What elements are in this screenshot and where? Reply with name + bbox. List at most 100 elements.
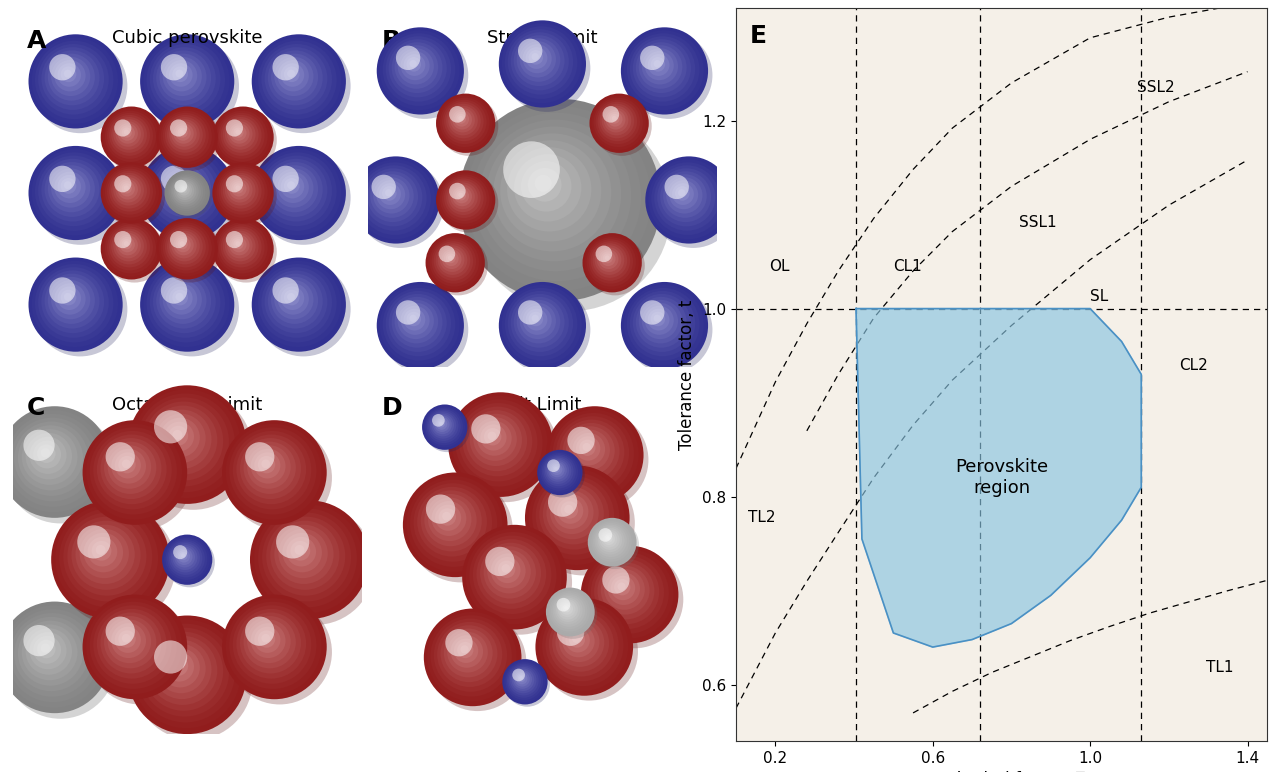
Circle shape: [532, 472, 620, 560]
Circle shape: [566, 426, 614, 475]
Circle shape: [547, 459, 559, 472]
Circle shape: [376, 180, 406, 209]
Circle shape: [484, 547, 536, 598]
Circle shape: [444, 252, 458, 266]
Circle shape: [166, 172, 207, 213]
Circle shape: [599, 249, 618, 269]
Circle shape: [169, 656, 188, 676]
Circle shape: [273, 166, 298, 192]
Circle shape: [225, 598, 321, 694]
Circle shape: [502, 659, 548, 705]
Circle shape: [161, 110, 212, 162]
Circle shape: [154, 270, 216, 334]
Circle shape: [586, 550, 684, 648]
Circle shape: [86, 424, 182, 520]
Circle shape: [166, 173, 212, 218]
Circle shape: [156, 50, 211, 105]
Circle shape: [654, 165, 719, 231]
Circle shape: [476, 539, 547, 609]
Circle shape: [255, 149, 342, 235]
Circle shape: [51, 168, 91, 208]
Circle shape: [82, 420, 187, 525]
Circle shape: [22, 625, 78, 680]
Circle shape: [545, 587, 595, 636]
Circle shape: [607, 537, 611, 540]
Circle shape: [442, 249, 462, 269]
Circle shape: [122, 127, 132, 137]
Circle shape: [49, 166, 76, 192]
Circle shape: [174, 180, 187, 192]
Circle shape: [119, 181, 134, 197]
Circle shape: [154, 159, 216, 222]
Circle shape: [553, 466, 561, 473]
Circle shape: [143, 38, 229, 124]
Circle shape: [146, 41, 225, 119]
Circle shape: [447, 181, 481, 215]
Circle shape: [225, 119, 256, 150]
Circle shape: [591, 96, 646, 150]
Circle shape: [114, 119, 143, 150]
Circle shape: [219, 168, 265, 215]
Circle shape: [161, 166, 187, 192]
Circle shape: [641, 48, 678, 84]
Circle shape: [244, 442, 274, 472]
Circle shape: [173, 178, 198, 205]
Circle shape: [252, 146, 346, 240]
Circle shape: [654, 60, 660, 67]
Circle shape: [77, 525, 110, 558]
Circle shape: [383, 288, 456, 361]
Circle shape: [430, 615, 512, 696]
Text: Stretch limit: Stretch limit: [488, 29, 598, 47]
Circle shape: [438, 622, 502, 687]
Circle shape: [541, 455, 576, 489]
Circle shape: [174, 180, 197, 202]
Circle shape: [663, 174, 707, 218]
Circle shape: [529, 469, 625, 565]
Circle shape: [584, 549, 673, 638]
Circle shape: [223, 594, 326, 699]
Circle shape: [632, 294, 691, 352]
Circle shape: [428, 497, 471, 541]
Circle shape: [451, 108, 475, 133]
Circle shape: [548, 590, 598, 639]
Circle shape: [160, 110, 221, 171]
Circle shape: [86, 598, 182, 694]
Circle shape: [396, 46, 420, 70]
Circle shape: [180, 186, 188, 193]
Circle shape: [374, 178, 410, 214]
Text: D: D: [381, 396, 403, 420]
Circle shape: [435, 505, 461, 531]
Circle shape: [33, 151, 128, 245]
Circle shape: [434, 618, 507, 692]
Circle shape: [436, 171, 495, 229]
Circle shape: [424, 608, 521, 706]
Circle shape: [284, 178, 300, 194]
Circle shape: [599, 528, 612, 542]
Circle shape: [398, 303, 434, 339]
Circle shape: [598, 102, 637, 141]
Circle shape: [45, 162, 100, 217]
Circle shape: [356, 159, 435, 239]
Circle shape: [175, 181, 183, 189]
Circle shape: [454, 638, 479, 663]
Circle shape: [159, 220, 215, 276]
Circle shape: [140, 34, 234, 128]
Circle shape: [160, 53, 206, 100]
Circle shape: [243, 616, 296, 669]
Circle shape: [477, 421, 512, 455]
Circle shape: [68, 516, 146, 596]
Circle shape: [278, 283, 308, 315]
Circle shape: [160, 418, 200, 457]
Circle shape: [215, 110, 276, 171]
Circle shape: [239, 438, 301, 499]
Circle shape: [233, 239, 243, 249]
Text: OL: OL: [769, 259, 790, 274]
Text: E: E: [750, 24, 767, 48]
Circle shape: [666, 178, 703, 214]
Circle shape: [49, 277, 76, 303]
Circle shape: [650, 161, 737, 248]
Circle shape: [256, 151, 351, 245]
Circle shape: [460, 403, 538, 482]
Text: CL2: CL2: [1179, 357, 1207, 373]
Circle shape: [512, 669, 534, 691]
